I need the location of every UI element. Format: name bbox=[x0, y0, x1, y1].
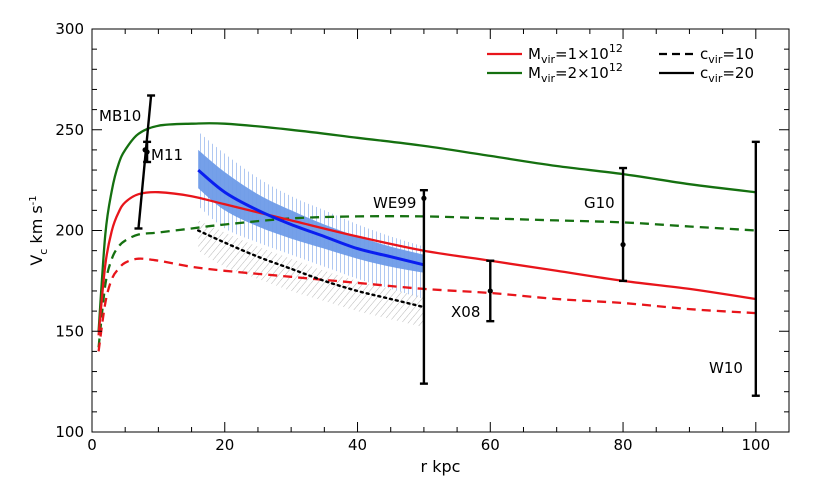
point-x08-marker bbox=[487, 288, 493, 294]
point-m11-marker bbox=[144, 149, 150, 155]
legend-mvir-1-sub: vir bbox=[541, 53, 556, 66]
legend-mvir-2-sup: 12 bbox=[609, 61, 623, 74]
data-points bbox=[134, 94, 760, 397]
y-tick-label: 150 bbox=[55, 322, 84, 340]
x-tick-label: 100 bbox=[741, 436, 770, 454]
x-axis-title: r kpc bbox=[421, 457, 461, 476]
y-tick-label: 200 bbox=[55, 222, 84, 240]
legend-mvir-1-label: Mvir=1×1012 bbox=[528, 42, 623, 66]
legend-mvir-2-label: Mvir=2×1012 bbox=[528, 61, 623, 85]
point-we99-marker bbox=[421, 195, 427, 201]
label-mb10: MB10 bbox=[99, 107, 141, 125]
legend-cvir-2-base: c bbox=[700, 64, 708, 82]
x-tick-label: 80 bbox=[614, 436, 633, 454]
y-tick-label: 300 bbox=[55, 20, 84, 38]
label-w10: W10 bbox=[709, 359, 743, 377]
label-we99: WE99 bbox=[373, 194, 416, 212]
legend-cvir-2-sub: vir bbox=[708, 72, 723, 85]
series-line-5 bbox=[197, 229, 426, 309]
y-axis-title-sub: c bbox=[37, 249, 50, 255]
series-line-1 bbox=[97, 215, 756, 348]
legend-cvir-2-label: cvir=20 bbox=[700, 64, 754, 85]
x-tick-label: 0 bbox=[87, 436, 97, 454]
series-line-3 bbox=[97, 257, 756, 352]
axes: 0 20 40 60 80 100 100 150 200 250 300 r kpc Vc km s-… bbox=[27, 20, 790, 476]
y-axis-title-base: V bbox=[27, 255, 46, 266]
y-axis-title-unit: km s bbox=[27, 205, 46, 248]
uncertainty-bands bbox=[198, 131, 424, 328]
legend-cvir-1-mid: =10 bbox=[722, 45, 754, 63]
label-x08: X08 bbox=[451, 303, 480, 321]
band-2 bbox=[198, 220, 424, 328]
label-m11: M11 bbox=[151, 146, 183, 164]
legend-mvir-1-mid: =1×10 bbox=[555, 45, 609, 63]
point-g10-marker bbox=[620, 242, 626, 248]
y-axis-title-sup: -1 bbox=[28, 195, 39, 205]
y-tick-label: 250 bbox=[55, 121, 84, 139]
series-line-2 bbox=[97, 190, 756, 336]
legend-mvir-1-base: M bbox=[528, 45, 541, 63]
band-0 bbox=[198, 149, 424, 273]
series-line-0 bbox=[97, 122, 756, 332]
legend-mvir-2-base: M bbox=[528, 64, 541, 82]
x-tick-label: 60 bbox=[481, 436, 500, 454]
series-lines bbox=[97, 122, 756, 352]
legend-cvir-1-label: cvir=10 bbox=[700, 45, 754, 66]
label-g10: G10 bbox=[584, 194, 615, 212]
legend-cvir-1-sub: vir bbox=[708, 53, 723, 66]
legend-cvir-2-mid: =20 bbox=[722, 64, 754, 82]
x-tick-label: 20 bbox=[215, 436, 234, 454]
series-line-4 bbox=[197, 168, 425, 267]
x-tick-label: 40 bbox=[348, 436, 367, 454]
legend-mvir-2-mid: =2×10 bbox=[555, 64, 609, 82]
legend-mvir-1-sup: 12 bbox=[609, 42, 623, 55]
legend-mvir-2-sub: vir bbox=[541, 72, 556, 85]
y-tick-label: 100 bbox=[55, 423, 84, 441]
legend-cvir-1-base: c bbox=[700, 45, 708, 63]
annotations: MB10 M11 WE99 X08 G10 W10 bbox=[99, 107, 743, 377]
y-axis-title: Vc km s-1 bbox=[27, 195, 50, 265]
